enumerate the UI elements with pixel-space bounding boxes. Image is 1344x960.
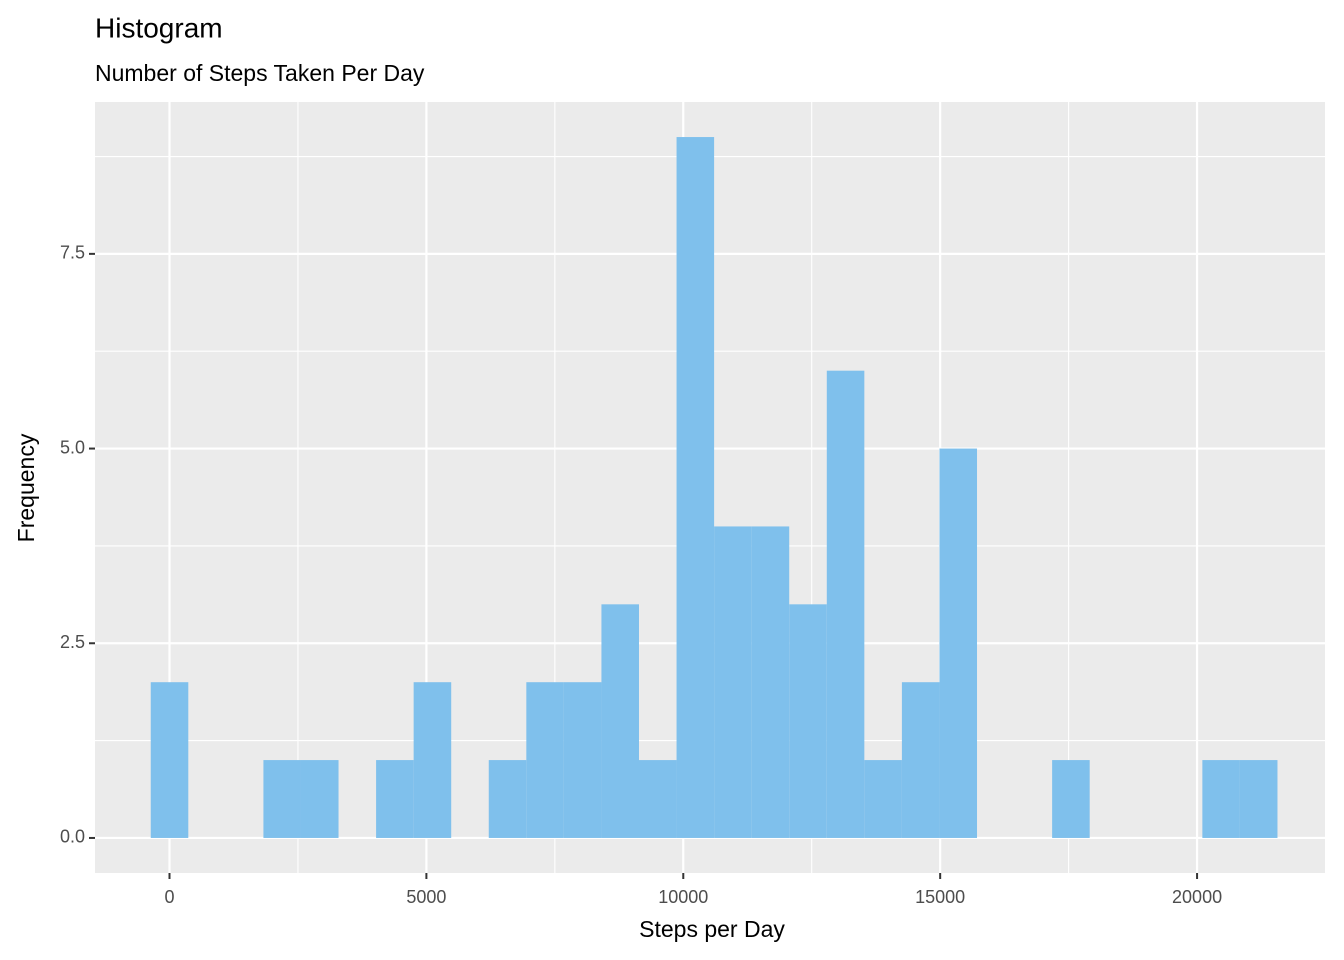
bar — [751, 526, 790, 838]
bar — [300, 760, 339, 838]
bar — [601, 604, 639, 838]
bar — [150, 682, 189, 838]
bar — [638, 760, 677, 838]
bar — [676, 137, 715, 838]
bar — [939, 448, 978, 838]
bar — [263, 760, 301, 838]
bar — [1202, 760, 1240, 838]
bar — [826, 370, 865, 838]
y-tick-label: 5.0 — [60, 437, 85, 457]
x-tick-label: 10000 — [658, 887, 708, 907]
bar — [1239, 760, 1278, 838]
bar — [864, 760, 902, 838]
x-tick-label: 20000 — [1172, 887, 1222, 907]
bar — [901, 682, 940, 838]
y-tick-label: 7.5 — [60, 243, 85, 263]
bar — [413, 682, 452, 838]
bar — [1052, 760, 1090, 838]
bar — [376, 760, 414, 838]
chart-title: Histogram — [95, 12, 223, 43]
x-axis-title: Steps per Day — [639, 916, 785, 942]
bar — [789, 604, 827, 838]
x-tick-label: 0 — [164, 887, 174, 907]
y-axis-title: Frequency — [13, 433, 39, 542]
bar — [563, 682, 602, 838]
bar — [488, 760, 527, 838]
y-tick-label: 2.5 — [60, 632, 85, 652]
y-tick-label: 0.0 — [60, 827, 85, 847]
x-tick-label: 15000 — [915, 887, 965, 907]
bar — [714, 526, 752, 838]
bar — [526, 682, 564, 838]
chart-subtitle: Number of Steps Taken Per Day — [95, 60, 425, 86]
x-tick-label: 5000 — [406, 887, 446, 907]
